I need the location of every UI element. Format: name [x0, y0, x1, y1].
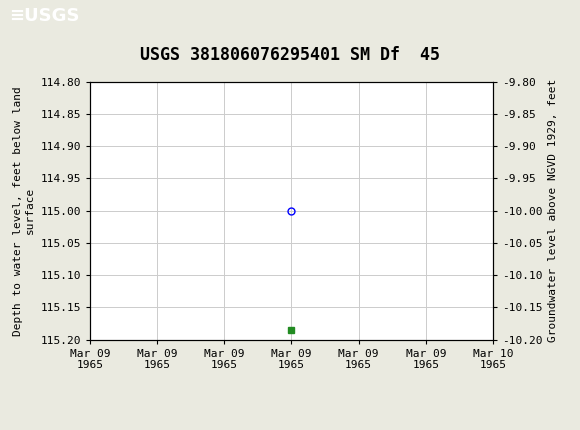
Y-axis label: Groundwater level above NGVD 1929, feet: Groundwater level above NGVD 1929, feet — [548, 79, 558, 342]
Text: USGS 381806076295401 SM Df  45: USGS 381806076295401 SM Df 45 — [140, 46, 440, 64]
Text: ≡USGS: ≡USGS — [9, 7, 79, 25]
Y-axis label: Depth to water level, feet below land
surface: Depth to water level, feet below land su… — [13, 86, 35, 335]
